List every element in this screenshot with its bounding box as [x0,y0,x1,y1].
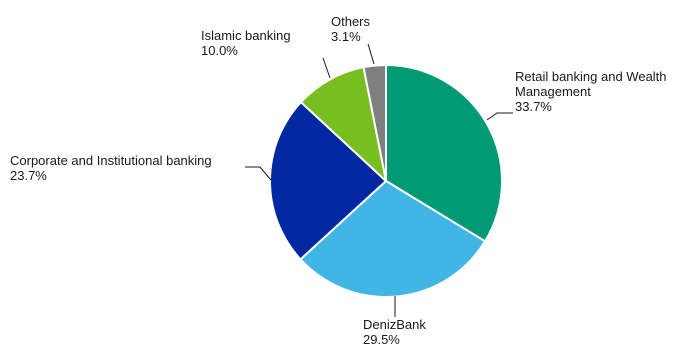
pie-slice-others [362,63,387,182]
pie-slice-islamic [299,66,387,182]
pie-slice-denizbank [299,180,487,298]
leader-line-islamic [322,57,331,79]
leader-line-others [367,43,375,65]
slice-label-denizbank: DenizBank 29.5% [363,317,426,347]
slice-label-islamic: Islamic banking 10.0% [201,28,291,58]
pie-slice-retail [385,64,503,243]
leader-line-corporate [245,166,272,181]
slice-label-corporate: Corporate and Institutional banking 23.7… [10,153,212,183]
pie-slice-corporate [269,101,387,261]
slice-label-retail: Retail banking and Wealth Management 33.… [515,69,667,114]
leader-line-retail [486,112,513,121]
slice-label-others: Others 3.1% [331,14,371,44]
